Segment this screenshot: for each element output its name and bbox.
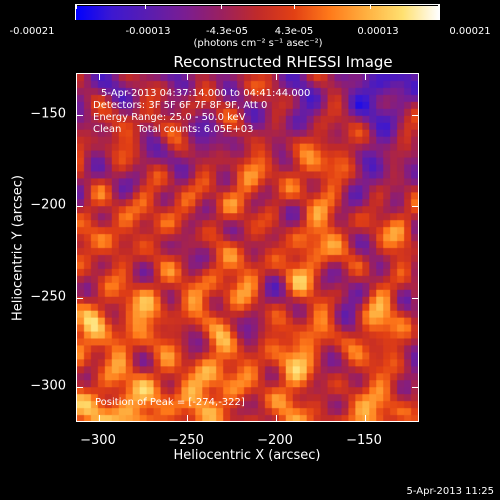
colorbar-tick (370, 5, 372, 9)
y-tick-mark (412, 115, 418, 116)
colorbar-gradient (76, 6, 439, 20)
colorbar-tick-label: 4.3e-05 (274, 26, 314, 37)
y-tick-label: −200 (30, 197, 66, 213)
y-tick-mark (77, 298, 83, 299)
y-tick-label: −250 (30, 289, 66, 305)
x-tick-mark (187, 74, 188, 80)
x-tick-mark (276, 74, 277, 80)
annotation-peak-position: Position of Peak = [-274,-322] (95, 397, 245, 408)
x-tick-mark (99, 415, 100, 421)
annotation-detectors: Detectors: 3F 5F 6F 7F 8F 9F, Att 0 (93, 100, 268, 111)
colorbar-tick-label: -0.00013 (125, 26, 171, 37)
y-tick-mark (412, 387, 418, 388)
x-axis-label: Heliocentric X (arcsec) (173, 448, 321, 463)
colorbar-tick (144, 5, 146, 9)
x-tick-label: −150 (346, 433, 382, 448)
x-tick-mark (365, 74, 366, 80)
annotation-time-range: 5-Apr-2013 04:37:14.000 to 04:41:44.000 (101, 88, 311, 99)
y-tick-mark (77, 115, 83, 116)
colorbar (75, 4, 440, 20)
x-tick-label: −300 (80, 433, 116, 448)
colorbar-tick (293, 5, 295, 9)
heatmap-image (77, 74, 418, 421)
x-tick-mark (365, 415, 366, 421)
y-axis-label: Heliocentric Y (arcsec) (10, 175, 26, 321)
annotation-energy-range: Energy Range: 25.0 - 50.0 keV (93, 112, 246, 123)
plot-title: Reconstructed RHESSI Image (173, 53, 393, 71)
x-tick-mark (276, 415, 277, 421)
x-tick-label: −250 (168, 433, 204, 448)
annotation-method-counts: Clean Total counts: 6.05E+03 (93, 124, 254, 135)
x-tick-mark (99, 74, 100, 80)
colorbar-tick-label: -4.3e-05 (206, 26, 248, 37)
colorbar-tick-label: -0.00021 (9, 26, 55, 37)
image-plot-area: 5-Apr-2013 04:37:14.000 to 04:41:44.000 … (76, 73, 419, 422)
y-tick-mark (412, 298, 418, 299)
x-tick-label: −200 (257, 433, 293, 448)
colorbar-tick-label: 0.00013 (357, 26, 399, 37)
y-tick-label: −300 (30, 378, 66, 394)
colorbar-tick-label: 0.00021 (449, 26, 491, 37)
y-tick-mark (412, 206, 418, 207)
colorbar-tick (221, 5, 223, 9)
y-tick-label: −150 (30, 106, 66, 122)
colorbar-tick (76, 5, 77, 9)
y-tick-mark (77, 387, 83, 388)
footer-timestamp: 5-Apr-2013 11:25 (406, 486, 494, 497)
colorbar-unit-label: (photons cm⁻² s⁻¹ asec⁻²) (193, 38, 323, 49)
y-tick-mark (77, 206, 83, 207)
colorbar-tick (437, 5, 439, 9)
x-tick-mark (187, 415, 188, 421)
